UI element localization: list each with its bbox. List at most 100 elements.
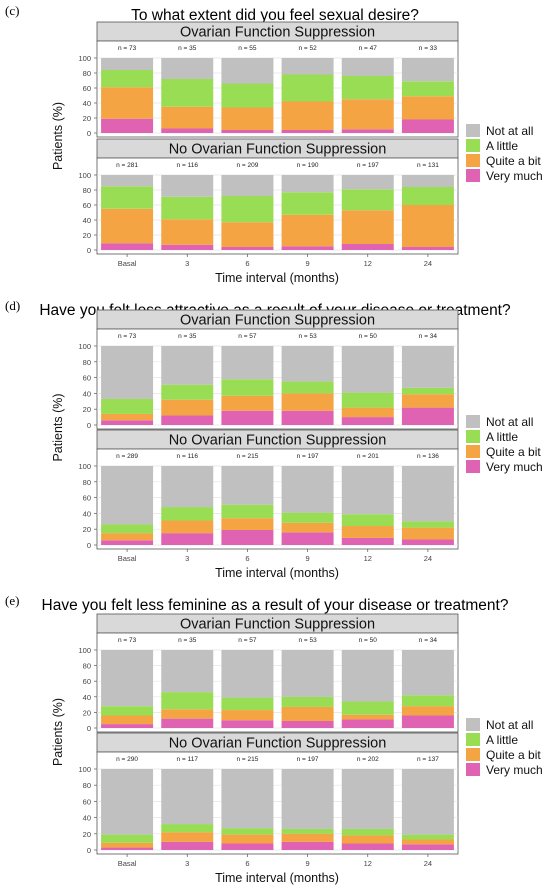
n-label: n = 117	[177, 756, 199, 763]
bar-segment-quite-a-bit	[281, 706, 334, 721]
bar-segment-a-little	[281, 696, 334, 707]
bar-segment-very-much	[281, 720, 334, 728]
bar-segment-not-at-all	[341, 466, 394, 515]
bar-segment-not-at-all	[341, 346, 394, 393]
bar-segment-quite-a-bit	[101, 413, 154, 421]
x-tick-label: 12	[364, 259, 372, 268]
n-label: n = 34	[419, 637, 438, 644]
legend-label: Very much	[486, 460, 543, 474]
bar-segment-not-at-all	[401, 650, 454, 696]
n-label: n = 35	[178, 333, 197, 340]
legend-swatch	[466, 124, 480, 137]
y-tick-label: 80	[83, 186, 91, 195]
y-tick-label: 80	[83, 358, 91, 367]
y-axis-label: Patients (%)	[51, 393, 65, 461]
n-label: n = 33	[419, 45, 438, 52]
bar-segment-not-at-all	[221, 769, 274, 829]
y-axis-label: Patients (%)	[51, 102, 65, 170]
chart-title: Have you felt less feminine as a result …	[42, 597, 509, 614]
y-tick-label: 80	[83, 781, 91, 790]
legend-swatch	[466, 763, 480, 776]
legend-label: Not at all	[486, 415, 533, 429]
bar-segment-quite-a-bit	[221, 107, 274, 130]
bar-segment-a-little	[401, 521, 454, 528]
bar-segment-quite-a-bit	[161, 219, 214, 245]
bar-segment-very-much	[401, 844, 454, 850]
bar-segment-quite-a-bit	[161, 399, 214, 416]
bar-segment-a-little	[101, 70, 154, 88]
bar-segment-a-little	[341, 828, 394, 836]
y-tick-label: 40	[83, 216, 91, 225]
n-label: n = 50	[359, 637, 378, 644]
bar-segment-very-much	[101, 420, 154, 425]
bar-segment-very-much	[401, 715, 454, 728]
bar-segment-very-much	[221, 843, 274, 850]
figure-label: (e)	[5, 593, 19, 608]
bar-segment-quite-a-bit	[281, 833, 334, 842]
bar-segment-quite-a-bit	[221, 710, 274, 721]
n-label: n = 136	[417, 453, 439, 460]
legend-swatch	[466, 718, 480, 731]
n-label: n = 201	[357, 453, 379, 460]
x-tick-label: 9	[305, 259, 309, 268]
legend-swatch	[466, 445, 480, 458]
legend-swatch	[466, 748, 480, 761]
bar-segment-not-at-all	[101, 346, 154, 399]
y-tick-label: 0	[87, 846, 91, 855]
chart-title: To what extent did you feel sexual desir…	[131, 7, 419, 24]
bar-segment-a-little	[101, 834, 154, 843]
y-axis-label: Patients (%)	[51, 698, 65, 766]
bar-segment-quite-a-bit	[401, 394, 454, 408]
bar-segment-quite-a-bit	[401, 96, 454, 120]
facet-title: Ovarian Function Suppression	[180, 25, 375, 41]
y-tick-label: 0	[87, 246, 91, 255]
y-tick-label: 60	[83, 84, 91, 93]
y-tick-label: 100	[78, 462, 91, 471]
bar-segment-very-much	[161, 244, 214, 250]
legend-label: A little	[486, 430, 518, 444]
bar-segment-very-much	[341, 537, 394, 545]
y-tick-label: 40	[83, 99, 91, 108]
bar-segment-not-at-all	[401, 466, 454, 522]
figure-label: (d)	[5, 298, 20, 313]
bar-segment-not-at-all	[161, 175, 214, 197]
n-label: n = 197	[297, 453, 319, 460]
x-tick-label: 6	[245, 259, 249, 268]
bar-segment-very-much	[281, 532, 334, 545]
bar-segment-a-little	[401, 695, 454, 707]
chart-block: (c) To what extent did you feel sexual de…	[5, 3, 543, 285]
n-label: n = 215	[236, 453, 258, 460]
bar-segment-a-little	[401, 834, 454, 840]
bar-segment-not-at-all	[221, 650, 274, 698]
bar-segment-a-little	[161, 507, 214, 521]
bar-segment-quite-a-bit	[401, 527, 454, 540]
bar-segment-a-little	[341, 514, 394, 527]
y-tick-label: 20	[83, 405, 91, 414]
bar-segment-very-much	[101, 724, 154, 728]
bar-segment-quite-a-bit	[161, 106, 214, 129]
n-label: n = 53	[298, 333, 317, 340]
bar-segment-quite-a-bit	[101, 87, 154, 119]
bar-segment-quite-a-bit	[101, 208, 154, 244]
x-tick-label: 9	[305, 554, 309, 563]
x-tick-label: Basal	[118, 859, 137, 868]
n-label: n = 197	[297, 756, 319, 763]
bar-segment-very-much	[401, 539, 454, 545]
bar-segment-very-much	[281, 130, 334, 133]
n-label: n = 73	[118, 637, 137, 644]
y-tick-label: 20	[83, 708, 91, 717]
legend-label: Very much	[486, 763, 543, 777]
legend-swatch	[466, 430, 480, 443]
bar-segment-not-at-all	[401, 769, 454, 835]
bar-segment-not-at-all	[101, 58, 154, 70]
n-label: n = 47	[359, 45, 378, 52]
bar-segment-a-little	[341, 392, 394, 408]
bar-segment-not-at-all	[101, 466, 154, 525]
n-label: n = 116	[177, 162, 199, 169]
bar-segment-quite-a-bit	[281, 214, 334, 247]
n-label: n = 215	[236, 756, 258, 763]
legend-swatch	[466, 154, 480, 167]
facet-title: No Ovarian Function Suppression	[169, 736, 387, 752]
n-label: n = 131	[417, 162, 439, 169]
bar-segment-quite-a-bit	[161, 709, 214, 719]
